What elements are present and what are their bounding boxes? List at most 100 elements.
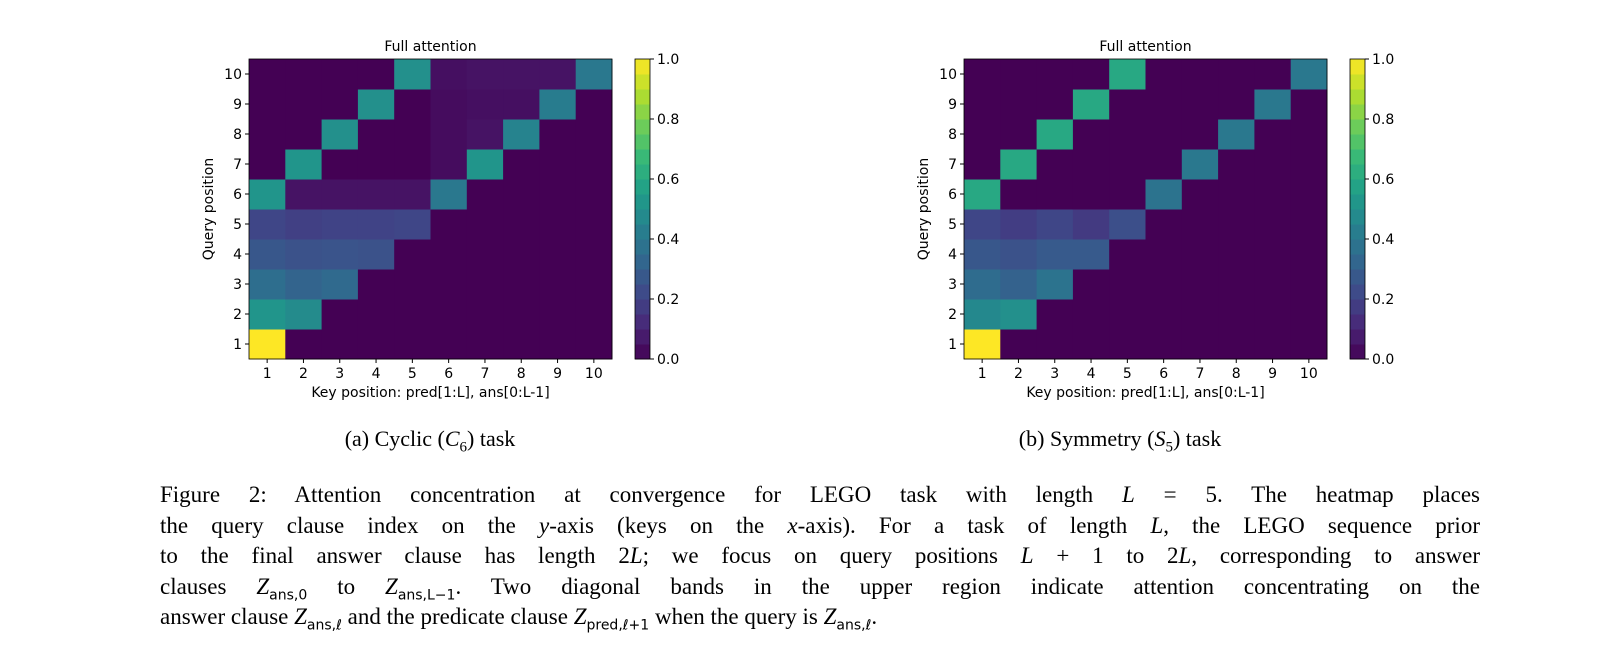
y-tick-label: 4	[233, 247, 242, 263]
plot-frame	[248, 58, 613, 360]
caption-segment: . Two diagonal bands in the upper region…	[455, 573, 1480, 599]
heatmap-cell	[1218, 119, 1255, 150]
caption-segment: x	[787, 512, 798, 538]
heatmap-cell	[1290, 89, 1328, 120]
colorbar-segment	[635, 134, 650, 150]
heatmap-cell	[321, 149, 359, 180]
heatmap-cell	[1000, 119, 1038, 150]
heatmap-cell	[1036, 329, 1074, 360]
colorbar-segment	[635, 299, 650, 315]
x-tick-label: 5	[1123, 366, 1132, 382]
y-tick-label: 7	[948, 157, 957, 173]
heatmap-cell	[1181, 59, 1219, 90]
y-tick-label: 5	[233, 217, 242, 233]
heatmap-cell	[1290, 209, 1328, 240]
colorbar-segment	[1350, 254, 1365, 270]
heatmap-cell	[1000, 329, 1038, 360]
heatmap-cell	[394, 179, 431, 210]
heatmap-cell	[1218, 329, 1255, 360]
heatmap-cell	[1218, 89, 1255, 120]
heatmap-cell	[357, 209, 395, 240]
colorbar-segment	[635, 329, 650, 345]
caption-segment: and the predicate clause	[341, 604, 574, 629]
caption-segment: -axis). For a task of length	[797, 512, 1151, 538]
heatmap-cell	[964, 299, 1001, 330]
heatmap-cell	[1290, 329, 1328, 360]
heatmap-cell	[1254, 299, 1292, 330]
caption-segment: Z	[256, 573, 270, 599]
heatmap-cell	[249, 89, 286, 120]
caption-segment: to the final answer clause has length 2	[160, 543, 630, 568]
colorbar-tick-label: 0.4	[657, 232, 679, 248]
colorbar-segment	[1350, 269, 1365, 285]
heatmap-cell	[285, 149, 323, 180]
heatmap-cell	[357, 119, 395, 150]
caption-segment: .	[871, 604, 878, 629]
heatmap-cell	[539, 149, 577, 180]
heatmap-cell	[1145, 119, 1183, 150]
heatmap-cell	[1290, 269, 1328, 300]
heatmap-cell	[575, 269, 613, 300]
heatmap-cell	[1072, 269, 1110, 300]
heatmap-cell	[321, 299, 359, 330]
heatmap-cell	[1290, 119, 1328, 150]
colorbar-segment	[635, 209, 650, 225]
colorbar-segment	[1350, 314, 1365, 330]
heatmap-cell	[321, 239, 359, 270]
heatmap-cell	[394, 299, 431, 330]
subcaption-a: (a) Cyclic (C6) task	[345, 426, 516, 456]
caption-segment: , the LEGO sequence prior	[1163, 512, 1480, 538]
heatmap-cell	[285, 119, 323, 150]
caption-segment: ans,ℓ	[836, 617, 872, 634]
heatmap-cell	[575, 209, 613, 240]
colorbar-frame	[634, 58, 651, 360]
subcaption-b-subscript: 5	[1165, 439, 1173, 456]
y-tick-label: 6	[233, 187, 242, 203]
colorbar-segment	[1350, 119, 1365, 135]
colorbar-segment	[1350, 179, 1365, 195]
heatmap-cell	[249, 179, 286, 210]
colorbar-segment	[1350, 149, 1365, 165]
colorbar-segment	[635, 149, 650, 165]
heatmap-cell	[575, 299, 613, 330]
figure-panels: 1 2 3 4 5 6 7 8 9 10 1 2 3 4 5 6 7 8 9 10 Full attention Key …	[201, 39, 1394, 401]
colorbar-segment	[635, 224, 650, 240]
x-axis-label: Key position: pred[1:L], ans[0:L-1]	[1026, 385, 1264, 401]
heatmap-cell	[430, 179, 468, 210]
heatmap-cell	[285, 329, 323, 360]
heatmap-cell	[1036, 239, 1074, 270]
caption-segment: y	[538, 512, 550, 538]
heatmap-cell	[249, 149, 286, 180]
heatmap-cell	[1145, 179, 1183, 210]
colorbar-segment	[1350, 329, 1365, 345]
heatmap-cell	[1036, 89, 1074, 120]
caption-segment: ans,ℓ	[306, 617, 342, 634]
heatmap-cell	[357, 59, 395, 90]
heatmap-cell	[1109, 119, 1146, 150]
caption-segment: = 5. The heatmap places	[1134, 482, 1480, 507]
subcaption-a-subscript: 6	[459, 439, 468, 456]
heatmap-cell	[1290, 179, 1328, 210]
y-tick-label: 1	[233, 337, 242, 353]
heatmap-cell	[1000, 209, 1038, 240]
colorbar-tick-label: 0.6	[1372, 172, 1394, 188]
colorbar-segment	[635, 59, 650, 75]
heatmap-cell	[1145, 149, 1183, 180]
heatmap-cell	[1254, 209, 1292, 240]
y-tick-label: 7	[233, 157, 242, 173]
caption-segment: L	[1178, 543, 1192, 568]
heatmap-cell	[575, 179, 613, 210]
heatmap-cell	[503, 239, 540, 270]
caption-segment: Z	[823, 604, 837, 629]
heatmap-cell	[1290, 59, 1328, 90]
heatmap-cell	[394, 89, 431, 120]
colorbar-segment	[1350, 299, 1365, 315]
x-tick-label: 1	[263, 366, 272, 382]
caption-segment: Figure 2: Attention concentration at con…	[160, 482, 1123, 507]
x-tick-label: 10	[1300, 366, 1318, 382]
y-tick-label: 2	[948, 307, 957, 323]
heatmap-cell	[1072, 329, 1110, 360]
caption-segment: Z	[294, 604, 307, 629]
heatmap-cell	[539, 299, 577, 330]
caption-segment: , corresponding to answer	[1191, 543, 1480, 568]
